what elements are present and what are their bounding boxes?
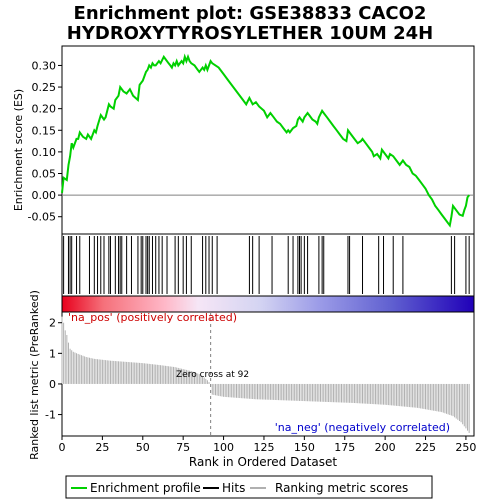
es-y-tick-label: 0.25 (32, 81, 57, 94)
hits-panel (61, 233, 475, 297)
es-panel (61, 45, 475, 235)
es-y-axis-label: Enrichment score (ES) (12, 89, 25, 211)
x-tick-label: 150 (294, 441, 315, 454)
metric-y-tick-label: 1 (49, 347, 56, 360)
zero-cross-label: Zero cross at 92 (176, 370, 249, 380)
x-tick-label: 100 (213, 441, 234, 454)
es-y-tick-label: -0.05 (28, 211, 56, 224)
x-axis-label: Rank in Ordered Dataset (189, 455, 337, 469)
es-y-ticks: -0.05 0.00 0.05 0.10 0.15 0.20 0.25 0.30 (28, 59, 62, 224)
es-y-tick-label: 0.20 (32, 103, 57, 116)
x-tick-label: 225 (415, 441, 436, 454)
metric-y-ticks: -1 0 1 2 (45, 317, 62, 422)
hit-lines (63, 236, 470, 294)
es-y-tick-label: 0.05 (32, 167, 57, 180)
metric-bars (61, 316, 470, 433)
x-tick-label: 175 (334, 441, 355, 454)
metric-y-tick-label: 0 (49, 378, 56, 391)
legend-label-hits: Hits (222, 481, 245, 495)
x-tick-label: 75 (176, 441, 190, 454)
enrichment-profile-line (61, 53, 470, 228)
es-y-tick-label: 0.30 (32, 59, 57, 72)
metric-y-tick-label: 2 (49, 317, 56, 330)
metric-x-ticks: 0 25 50 75 100 125 150 175 200 225 250 (59, 436, 476, 454)
pos-correlated-label: 'na_pos' (positively correlated) (68, 311, 237, 324)
es-y-tick-label: 0.15 (32, 124, 57, 137)
legend-label-enrichment: Enrichment profile (90, 481, 201, 495)
x-tick-label: 0 (59, 441, 66, 454)
x-tick-label: 125 (253, 441, 274, 454)
es-y-tick-label: 0.10 (32, 146, 57, 159)
legend-label-metric: Ranking metric scores (275, 481, 408, 495)
x-tick-label: 200 (375, 441, 396, 454)
x-tick-label: 250 (455, 441, 476, 454)
legend-box (65, 475, 433, 499)
plot-title-line2: HYDROXYTYROSYLETHER 10UM 24H (67, 23, 433, 44)
metric-y-tick-label: -1 (45, 409, 56, 422)
x-tick-label: 25 (95, 441, 109, 454)
metric-panel (61, 311, 475, 437)
neg-correlated-label: 'na_neg' (negatively correlated) (275, 421, 450, 434)
metric-y-axis-label: Ranked list metric (PreRanked) (28, 290, 41, 460)
x-tick-label: 50 (136, 441, 150, 454)
ranking-color-bar (61, 295, 475, 313)
plot-title-line1: Enrichment plot: GSE38833 CACO2 (74, 3, 427, 24)
es-y-tick-label: 0.00 (32, 189, 57, 202)
